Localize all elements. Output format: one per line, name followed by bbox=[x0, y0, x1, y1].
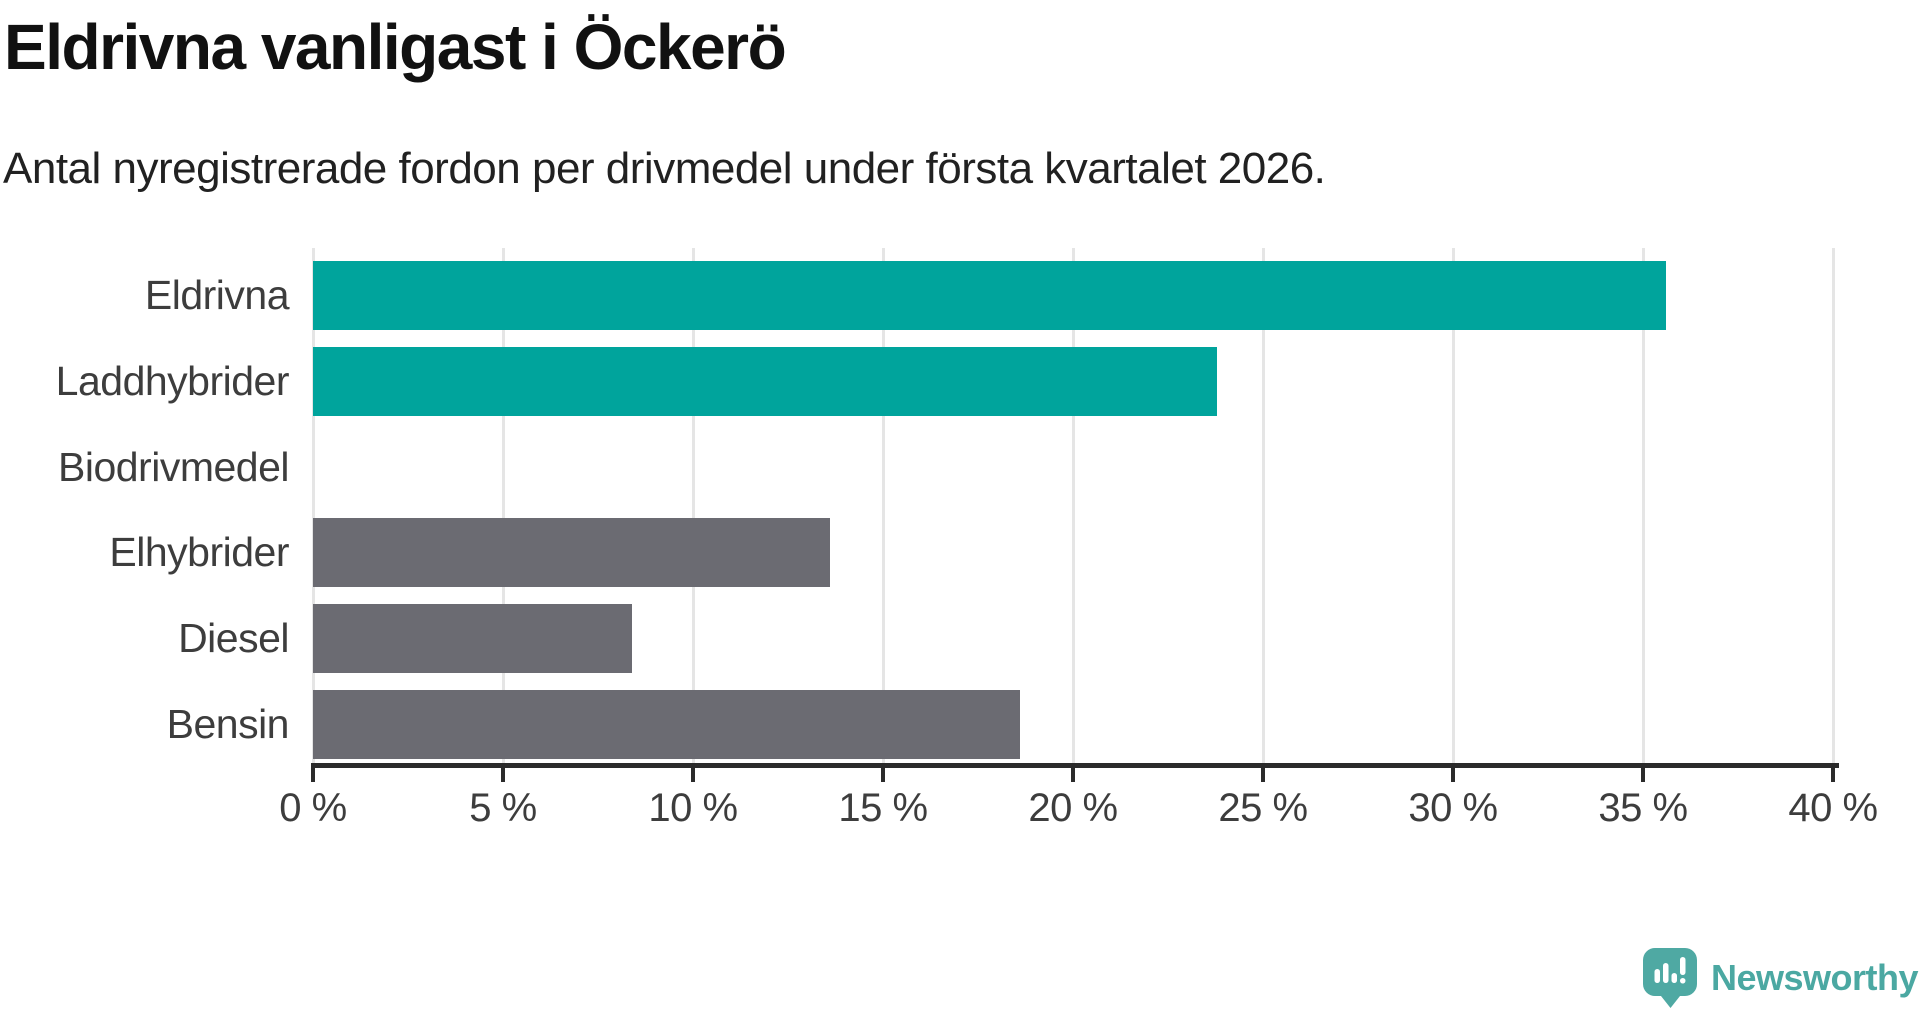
logo-exclamation-dot bbox=[1679, 978, 1686, 984]
x-tick-5 bbox=[501, 768, 505, 782]
category-label-bensin: Bensin bbox=[166, 701, 290, 747]
bar-elhybrider bbox=[313, 518, 830, 588]
x-tick-label-0: 0 % bbox=[279, 786, 347, 830]
plot-area bbox=[311, 248, 1835, 765]
gridline-5 bbox=[501, 248, 505, 765]
x-tick-35 bbox=[1641, 768, 1645, 782]
x-tick-30 bbox=[1451, 768, 1455, 782]
logo-text: Newsworthy bbox=[1710, 957, 1919, 998]
bar-bensin bbox=[313, 690, 1020, 759]
newsworthy-logo: Newsworthy bbox=[1642, 948, 1919, 1008]
logo-exclamation-bar bbox=[1679, 957, 1686, 975]
category-label-eldrivna: Eldrivna bbox=[144, 272, 290, 318]
x-tick-label-30: 30 % bbox=[1408, 786, 1498, 830]
gridline-20 bbox=[1071, 248, 1075, 765]
gridline-35 bbox=[1641, 248, 1645, 765]
gridline-30 bbox=[1451, 248, 1455, 765]
logo-bar-3 bbox=[1671, 973, 1677, 983]
bar-laddhybrider bbox=[313, 346, 1218, 416]
x-tick-label-25: 25 % bbox=[1218, 786, 1308, 830]
x-tick-label-5: 5 % bbox=[469, 786, 537, 830]
gridline-25 bbox=[1261, 248, 1265, 765]
x-tick-label-20: 20 % bbox=[1028, 786, 1118, 830]
x-tick-20 bbox=[1071, 768, 1075, 782]
x-tick-40 bbox=[1831, 768, 1835, 782]
x-tick-15 bbox=[881, 768, 885, 782]
category-label-laddhybrider: Laddhybrider bbox=[55, 357, 290, 404]
x-tick-10 bbox=[691, 768, 695, 782]
chart-title: Eldrivna vanligast i Öckerö bbox=[4, 11, 787, 83]
x-tick-0 bbox=[311, 768, 315, 782]
category-label-elhybrider: Elhybrider bbox=[109, 529, 289, 576]
newsworthy-speech-bubble-icon bbox=[1642, 948, 1697, 1008]
gridline-40 bbox=[1831, 248, 1835, 765]
bar-diesel bbox=[313, 604, 633, 674]
x-tick-label-15: 15 % bbox=[838, 786, 928, 830]
category-axis-labels: Eldrivna Laddhybrider Biodrivmedel Elhybrid… bbox=[0, 248, 290, 765]
x-tick-label-10: 10 % bbox=[648, 786, 738, 830]
bar-eldrivna bbox=[313, 261, 1666, 330]
gridline-0 bbox=[311, 248, 315, 765]
x-tick-25 bbox=[1261, 768, 1265, 782]
gridline-15 bbox=[881, 248, 885, 765]
chart-subtitle: Antal nyregistrerade fordon per drivmede… bbox=[3, 144, 1326, 193]
logo-bar-1 bbox=[1654, 969, 1660, 983]
logo-bar-2 bbox=[1662, 963, 1669, 983]
gridline-10 bbox=[691, 248, 695, 765]
x-tick-label-35: 35 % bbox=[1598, 786, 1688, 830]
x-axis-line bbox=[311, 763, 1839, 768]
category-label-diesel: Diesel bbox=[178, 615, 289, 662]
x-tick-label-40: 40 % bbox=[1788, 786, 1878, 830]
category-label-biodrivmedel: Biodrivmedel bbox=[58, 443, 290, 490]
